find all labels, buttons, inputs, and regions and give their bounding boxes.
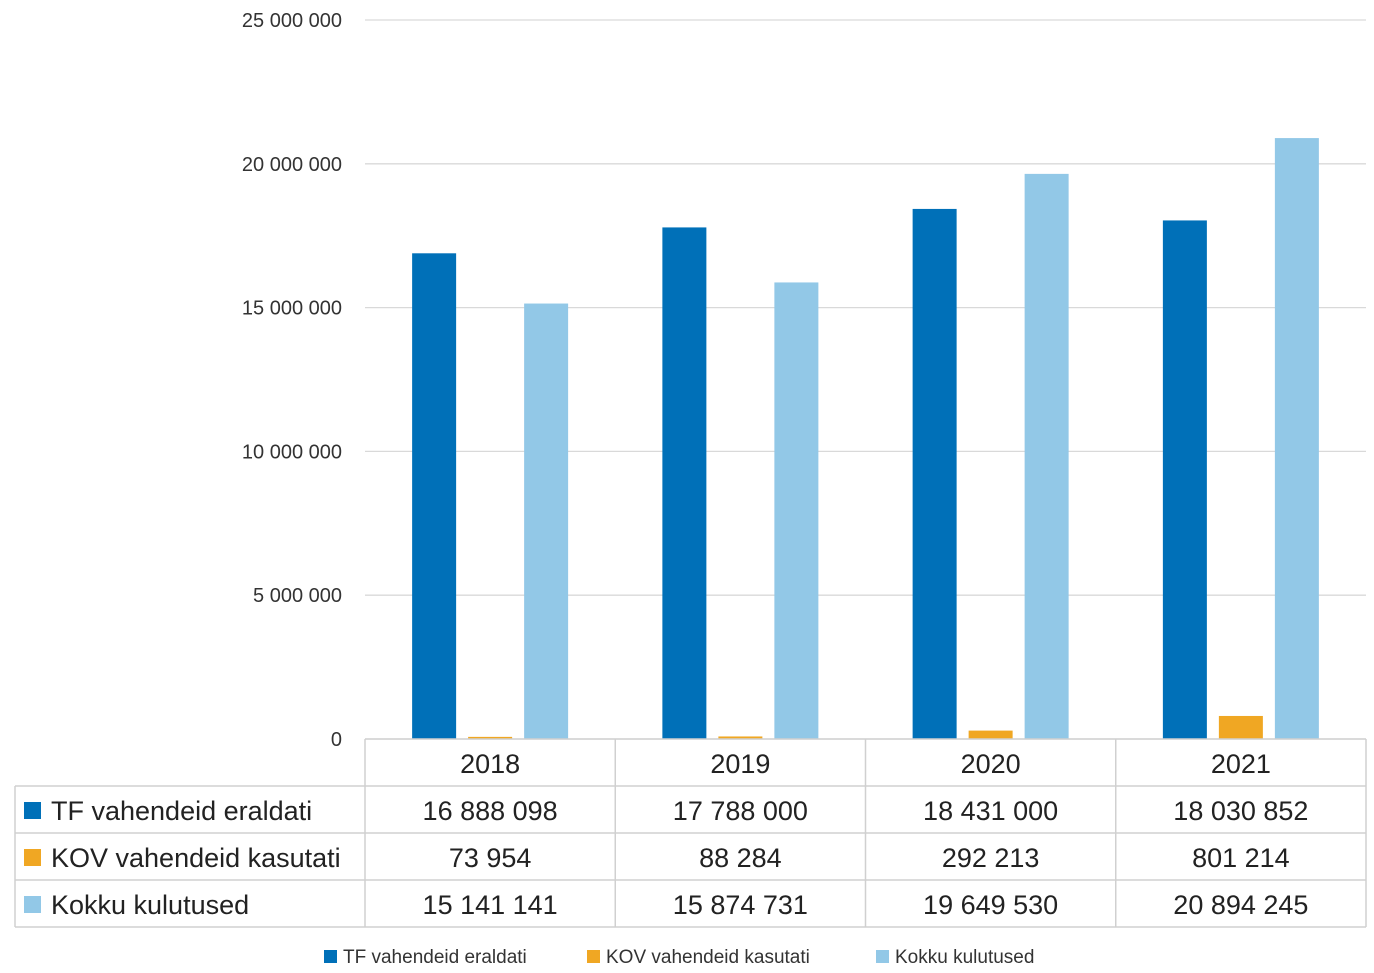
- legend-key: [587, 950, 600, 963]
- data-label: 17 788 000: [673, 796, 808, 826]
- data-label: 15 874 731: [673, 890, 808, 920]
- data-label: 20 894 245: [1173, 890, 1308, 920]
- data-label: 16 888 098: [423, 796, 558, 826]
- data-label: 801 214: [1192, 843, 1290, 873]
- bar: [662, 227, 707, 739]
- bar: [912, 208, 957, 739]
- data-label: 18 030 852: [1173, 796, 1308, 826]
- table-row-label: TF vahendeid eraldati: [51, 796, 312, 826]
- data-label: 15 141 141: [423, 890, 558, 920]
- bar: [718, 736, 763, 739]
- data-label: 292 213: [942, 843, 1040, 873]
- data-label: 19 649 530: [923, 890, 1058, 920]
- category-label: 2019: [710, 749, 770, 779]
- category-label: 2018: [460, 749, 520, 779]
- y-tick-label: 25 000 000: [242, 10, 342, 32]
- data-label: 18 431 000: [923, 796, 1058, 826]
- y-tick-label: 10 000 000: [242, 441, 342, 463]
- table-legend-key: [24, 802, 41, 819]
- legend-label: KOV vahendeid kasutati: [606, 947, 810, 968]
- y-tick-label: 5 000 000: [253, 585, 342, 607]
- y-tick-label: 0: [331, 729, 342, 751]
- bar: [968, 730, 1013, 739]
- legend-label: Kokku kulutused: [895, 947, 1034, 968]
- table-legend-key: [24, 849, 41, 866]
- bar: [1274, 138, 1319, 739]
- bar: [774, 282, 819, 739]
- table-legend-key: [24, 896, 41, 913]
- category-label: 2021: [1211, 749, 1271, 779]
- bar: [412, 253, 457, 740]
- bar: [1162, 220, 1207, 740]
- category-label: 2020: [961, 749, 1021, 779]
- bar: [524, 303, 569, 739]
- bar: [1218, 715, 1263, 739]
- table-row-label: KOV vahendeid kasutati: [51, 843, 341, 873]
- table-row-label: Kokku kulutused: [51, 890, 249, 920]
- data-label: 88 284: [699, 843, 782, 873]
- legend-key: [324, 950, 337, 963]
- legend-label: TF vahendeid eraldati: [343, 947, 527, 968]
- legend-key: [876, 950, 889, 963]
- bar: [468, 736, 513, 739]
- y-tick-label: 15 000 000: [242, 298, 342, 320]
- data-label: 73 954: [449, 843, 532, 873]
- bar: [1024, 173, 1069, 739]
- y-tick-label: 20 000 000: [242, 154, 342, 176]
